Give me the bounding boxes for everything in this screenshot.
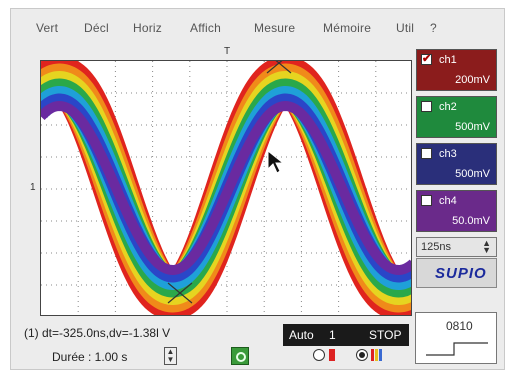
mouse-cursor-icon <box>267 149 285 174</box>
channel-1-sensitivity: 200mV <box>455 74 490 86</box>
display-mode-radio-2[interactable] <box>356 349 368 361</box>
single-trace-icon <box>329 349 335 361</box>
acquisition-mode[interactable]: Auto <box>289 328 314 342</box>
channel-3-checkbox[interactable] <box>421 148 432 159</box>
channel-4-panel[interactable]: ch4 50.0mV <box>416 190 497 232</box>
waveform-canvas[interactable] <box>41 61 412 316</box>
channel-4-checkbox[interactable] <box>421 195 432 206</box>
timebase-spinner-icon[interactable]: ▲ ▼ <box>482 238 491 255</box>
rising-edge-icon <box>426 342 488 356</box>
cursor-marker-bottom <box>167 282 193 304</box>
multi-trace-icon <box>371 349 382 361</box>
channel-4-sensitivity: 50.0mV <box>452 215 490 227</box>
trigger-time-marker[interactable]: T <box>224 46 231 57</box>
channel-2-checkbox[interactable] <box>421 101 432 112</box>
channel-4-name: ch4 <box>439 195 457 207</box>
menu-memoire[interactable]: Mémoire <box>323 21 372 35</box>
channel-2-sensitivity: 500mV <box>455 121 490 133</box>
timebase-value: 125ns <box>421 241 451 253</box>
channel-1-name: ch1 <box>439 54 457 66</box>
menu-mesure[interactable]: Mesure <box>254 21 296 35</box>
channel-2-name: ch2 <box>439 101 457 113</box>
waveform-display[interactable] <box>40 60 412 316</box>
menu-affich[interactable]: Affich <box>190 21 221 35</box>
duration-spinner-icon[interactable]: ▲ ▼ <box>164 347 177 365</box>
channel-1-checkbox[interactable]: ✔ <box>421 53 432 65</box>
brand-logo: SUPIO <box>416 258 497 288</box>
refresh-icon[interactable] <box>231 347 249 365</box>
trigger-value: 0810 <box>446 319 473 333</box>
menu-decl[interactable]: Décl <box>84 21 109 35</box>
channel-1-panel[interactable]: ✔ ch1 200mV <box>416 49 497 91</box>
acquisition-count[interactable]: 1 <box>329 328 336 342</box>
display-mode-radio-1[interactable] <box>313 349 325 361</box>
stop-button[interactable]: STOP <box>369 328 402 342</box>
menu-vert[interactable]: Vert <box>36 21 59 35</box>
channel-3-panel[interactable]: ch3 500mV <box>416 143 497 185</box>
menu-horiz[interactable]: Horiz <box>133 21 163 35</box>
waveform-trace <box>41 101 411 275</box>
channel-2-panel[interactable]: ch2 500mV <box>416 96 497 138</box>
cursor-marker-top <box>266 61 292 74</box>
channel1-level-marker[interactable]: 1 <box>30 182 36 193</box>
timebase-control[interactable]: 125ns ▲ ▼ <box>416 237 497 257</box>
trigger-panel[interactable]: 0810 <box>415 312 497 364</box>
duration-label: Durée : 1.00 s <box>52 350 128 364</box>
menu-bar: Vert Décl Horiz Affich Mesure Mémoire Ut… <box>20 18 498 42</box>
channel-3-name: ch3 <box>439 148 457 160</box>
channel-3-sensitivity: 500mV <box>455 168 490 180</box>
brand-logo-text: SUPIO <box>435 265 487 282</box>
menu-util[interactable]: Util <box>396 21 415 35</box>
acquisition-bar: Auto 1 STOP <box>283 324 409 346</box>
menu-help[interactable]: ? <box>430 21 437 35</box>
measurement-readout: (1) dt=-325.0ns,dv=-1.38l V <box>24 326 171 340</box>
